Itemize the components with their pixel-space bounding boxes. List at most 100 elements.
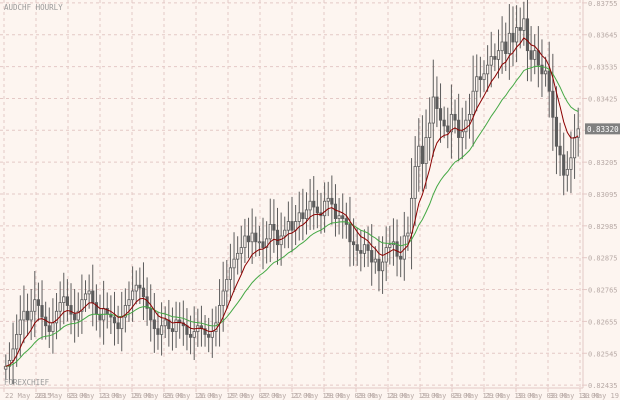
candle-bear — [348, 224, 352, 243]
candle-bull — [192, 331, 196, 338]
candle-bear — [170, 328, 175, 332]
candle-bull — [15, 334, 19, 350]
time-tick-label: 26 May 19:00 — [197, 392, 248, 400]
candle-bear — [69, 305, 73, 315]
chart-title: AUDCHF HOURLY — [4, 3, 63, 12]
time-tick-label: 29 May 03:00 — [421, 392, 472, 400]
price-tick-label: 0.82875 — [588, 255, 618, 263]
candle-bull — [544, 70, 548, 75]
candle-bull — [221, 290, 225, 306]
candle-bull — [236, 252, 240, 260]
candle-bear — [395, 241, 399, 257]
current-price-box — [585, 123, 620, 135]
candle-bear — [341, 215, 345, 220]
time-tick-label: 26 May 03:00 — [133, 392, 184, 400]
candle-bear — [141, 287, 146, 298]
candle-bull — [486, 64, 490, 75]
candles — [4, 0, 580, 385]
candle-bull — [565, 168, 569, 176]
candle-bull — [160, 325, 164, 335]
moving-average-slow-line — [5, 65, 579, 367]
candle-bull — [409, 197, 414, 234]
candle-bear — [203, 328, 207, 335]
time-tick-label: 28 May 11:00 — [357, 392, 408, 400]
time-tick-label: 23 May 11:00 — [69, 392, 120, 400]
candle-bear — [290, 221, 294, 231]
candle-bear — [91, 290, 95, 303]
time-tick-label: 22 May 2015 — [5, 392, 51, 400]
candle-bear — [275, 229, 280, 246]
candle-bull — [279, 235, 283, 246]
candle-bear — [254, 232, 258, 243]
candle-bear — [511, 32, 515, 43]
candle-bull — [265, 238, 269, 248]
candle-bull — [210, 331, 214, 338]
candle-bull — [428, 122, 432, 138]
time-tick-label: 23 May 03:00 — [37, 392, 88, 400]
candle-bull — [87, 290, 91, 295]
candle-bull — [174, 319, 178, 332]
candle-bear — [493, 56, 497, 60]
candle-bear — [261, 241, 265, 248]
candle-bear — [152, 319, 156, 330]
candle-bull — [76, 310, 80, 321]
candle-bear — [377, 258, 381, 272]
grid — [0, 0, 583, 388]
candle-bear — [246, 235, 251, 243]
candle-bull — [308, 200, 312, 211]
candle-bull — [533, 50, 537, 60]
candle-bull — [80, 299, 84, 312]
candle-bear — [185, 325, 189, 335]
candle-bear — [352, 241, 356, 246]
candle-bull — [507, 32, 511, 54]
candle-bull — [337, 215, 341, 220]
candle-bear — [558, 145, 562, 156]
moving-average-fast-line — [5, 37, 579, 367]
candle-bear — [156, 328, 160, 335]
candle-bull — [500, 41, 504, 52]
candle-bull — [471, 90, 475, 115]
candle-bull — [304, 209, 309, 220]
candle-bull — [123, 305, 127, 318]
candle-bear — [355, 244, 359, 251]
candle-bull — [131, 290, 135, 301]
time-tick-label: 30 May 19:00 — [581, 392, 620, 400]
candle-bear — [562, 154, 566, 176]
candle-bull — [33, 299, 37, 312]
candle-bear — [138, 284, 142, 289]
candle-bear — [315, 206, 319, 214]
candle-bear — [435, 96, 439, 109]
candle-bull — [323, 200, 327, 217]
candle-bull — [257, 241, 261, 244]
candle-bull — [268, 224, 272, 240]
candle-bear — [47, 325, 51, 332]
candle-bull — [232, 258, 236, 269]
candle-bear — [442, 119, 446, 127]
candle-bear — [540, 64, 544, 75]
candle-bear — [25, 310, 30, 321]
candle-bear — [504, 41, 508, 54]
candle-bull — [62, 296, 66, 303]
candle-bull — [286, 221, 290, 231]
candle-bull — [134, 284, 138, 292]
candle-bear — [536, 50, 540, 66]
price-tick-label: 0.83425 — [588, 95, 618, 103]
candle-bear — [149, 307, 153, 321]
candle-bull — [297, 212, 301, 222]
candle-bull — [217, 305, 222, 324]
price-tick-label: 0.83755 — [588, 0, 618, 8]
candle-bull — [475, 76, 479, 92]
candle-bull — [424, 137, 428, 164]
time-tick-label: 28 May 19:00 — [389, 392, 440, 400]
candle-bull — [58, 302, 62, 312]
candle-bear — [312, 200, 316, 208]
candle-bear — [366, 244, 370, 251]
candle-bull — [413, 166, 417, 199]
candle-bull — [406, 232, 410, 237]
candle-bull — [460, 131, 464, 138]
time-tick-label: 27 May 03:00 — [229, 392, 280, 400]
candle-bull — [225, 279, 229, 292]
candle-bull — [489, 56, 493, 66]
candle-bull — [384, 247, 388, 263]
